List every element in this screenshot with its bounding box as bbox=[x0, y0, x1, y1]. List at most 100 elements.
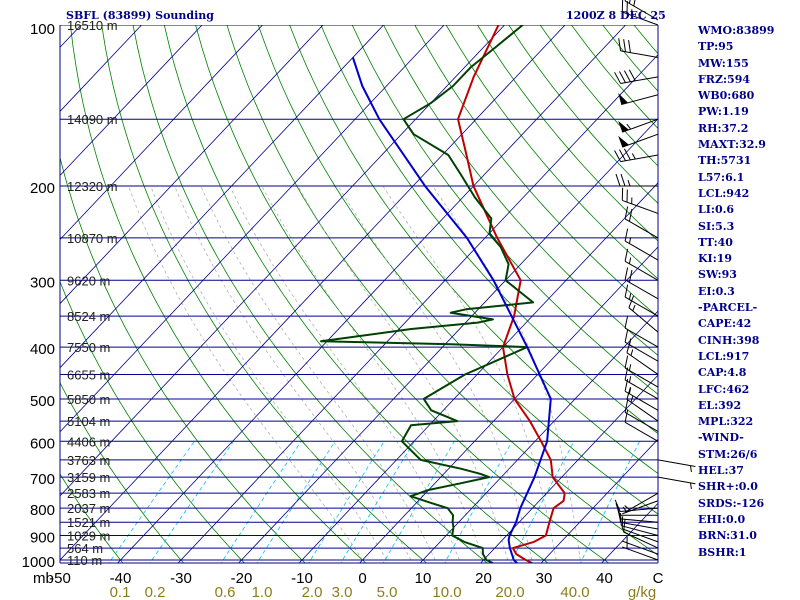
isotherm bbox=[177, 54, 658, 563]
barb-shaft bbox=[624, 421, 659, 442]
height-label: 5850 m bbox=[67, 392, 110, 407]
isotherm bbox=[60, 25, 566, 561]
barb-half bbox=[627, 179, 631, 187]
height-label: 16510 m bbox=[67, 18, 118, 33]
wind-barbs bbox=[614, 0, 696, 561]
mixing-ratio-line bbox=[444, 441, 513, 563]
pressure-tick-label: 600 bbox=[30, 435, 55, 452]
wind-barb bbox=[614, 69, 659, 84]
sounding-index: HEL:37 bbox=[698, 464, 744, 478]
wind-barb bbox=[621, 187, 659, 214]
barb-shaft bbox=[624, 341, 659, 362]
pressure-tick-label: 700 bbox=[30, 471, 55, 488]
isotherm bbox=[60, 25, 264, 241]
barb-shaft bbox=[624, 218, 659, 239]
mixing-ratio-tick-label: 0.6 bbox=[215, 584, 236, 600]
height-label: 3763 m bbox=[67, 453, 110, 468]
sounding-index: STM:26/6 bbox=[698, 447, 758, 461]
wind-barb bbox=[621, 0, 659, 26]
sounding-index: LI:0.6 bbox=[698, 203, 735, 217]
height-label: 14090 m bbox=[67, 112, 118, 127]
barb-full bbox=[628, 40, 631, 53]
sounding-index: CAPE:42 bbox=[698, 317, 752, 331]
barb-full bbox=[628, 208, 633, 222]
sounding-index: WB0:680 bbox=[698, 89, 755, 103]
barb-half bbox=[628, 338, 632, 345]
sounding-indices: WMO:83899 TP:95 MW:155 FRZ:594 WB0:680 PW:1.1… bbox=[698, 23, 774, 561]
mixing-ratio-line bbox=[382, 441, 455, 563]
temperature-tick-label: 20 bbox=[475, 570, 492, 587]
wind-barb bbox=[628, 295, 659, 333]
wind-barb bbox=[618, 133, 659, 148]
temperature-tick-label: -30 bbox=[170, 570, 192, 587]
observation-time: 1200Z 8 DEC 25 bbox=[566, 9, 666, 22]
barb-full bbox=[619, 149, 626, 161]
wind-barb bbox=[624, 492, 659, 513]
sounding-index: PW:1.19 bbox=[698, 105, 749, 119]
dry-adiabat bbox=[257, 25, 658, 515]
sounding-index: RH:37.2 bbox=[698, 121, 749, 135]
barb-full bbox=[618, 38, 622, 51]
barb-flag bbox=[618, 135, 629, 148]
dry-adiabat bbox=[414, 25, 658, 318]
height-label: 12320 m bbox=[67, 179, 118, 194]
barb-shaft bbox=[621, 94, 659, 106]
wind-barb bbox=[622, 500, 659, 515]
barb-full bbox=[623, 70, 631, 82]
barb-full bbox=[614, 72, 622, 84]
barb-shaft bbox=[621, 525, 659, 537]
wind-barb bbox=[624, 228, 659, 261]
wind-barb bbox=[618, 92, 659, 106]
mixing-ratio-tick-label: 10.0 bbox=[432, 584, 461, 600]
wind-barb bbox=[657, 476, 696, 490]
barb-shaft bbox=[624, 327, 659, 348]
barb-shaft bbox=[622, 11, 659, 26]
barb-shaft bbox=[622, 528, 659, 543]
barb-shaft bbox=[624, 367, 659, 388]
barb-half bbox=[690, 482, 692, 490]
barb-shaft bbox=[622, 546, 659, 561]
barb-full bbox=[614, 499, 621, 512]
wind-barb bbox=[618, 38, 659, 58]
barb-half bbox=[633, 0, 636, 7]
sounding-index: TH:5731 bbox=[698, 154, 752, 168]
mixing-ratio-line bbox=[220, 441, 302, 563]
height-label: 10870 m bbox=[67, 231, 118, 246]
barb-flag bbox=[618, 120, 629, 133]
height-label: 1521 m bbox=[67, 515, 110, 530]
dry-adiabat bbox=[226, 25, 658, 556]
barb-half bbox=[628, 293, 632, 300]
barb-shaft bbox=[624, 260, 659, 281]
wind-barb bbox=[614, 148, 659, 163]
sounding-index: KI:19 bbox=[698, 252, 733, 266]
barb-shaft bbox=[624, 379, 659, 400]
mixing-ratio-tick-label: 40.0 bbox=[560, 584, 589, 600]
barb-shaft bbox=[626, 352, 659, 375]
isotherm bbox=[238, 118, 658, 563]
temperature-tick-label: -10 bbox=[291, 570, 313, 587]
parcel-path bbox=[351, 57, 552, 563]
mixing-ratio-tick-label: 0.1 bbox=[110, 584, 131, 600]
barb-shaft bbox=[622, 540, 659, 555]
dry-adiabat bbox=[195, 25, 610, 563]
height-label: 6655 m bbox=[67, 367, 110, 382]
barb-shaft bbox=[624, 411, 659, 432]
sounding-index: -WIND- bbox=[698, 431, 744, 445]
barb-shaft bbox=[623, 531, 659, 549]
moist-adiabat bbox=[261, 185, 484, 561]
pressure-tick-label: 900 bbox=[30, 530, 55, 547]
height-label: 9620 m bbox=[67, 273, 110, 288]
isotherm bbox=[60, 25, 506, 497]
mixing-ratio-tick-label: 2.0 bbox=[302, 584, 323, 600]
barb-half bbox=[626, 123, 632, 130]
sounding-index: -PARCEL- bbox=[698, 301, 758, 315]
mixing-ratio-tick-label: 0.2 bbox=[145, 584, 166, 600]
sounding-index: EI:0.3 bbox=[698, 284, 735, 298]
sounding-index: TP:95 bbox=[698, 40, 734, 54]
sounding-index: LFC:462 bbox=[698, 382, 750, 396]
barb-full bbox=[628, 295, 635, 308]
height-label: 110 m bbox=[67, 553, 102, 568]
isotherm bbox=[419, 310, 658, 563]
